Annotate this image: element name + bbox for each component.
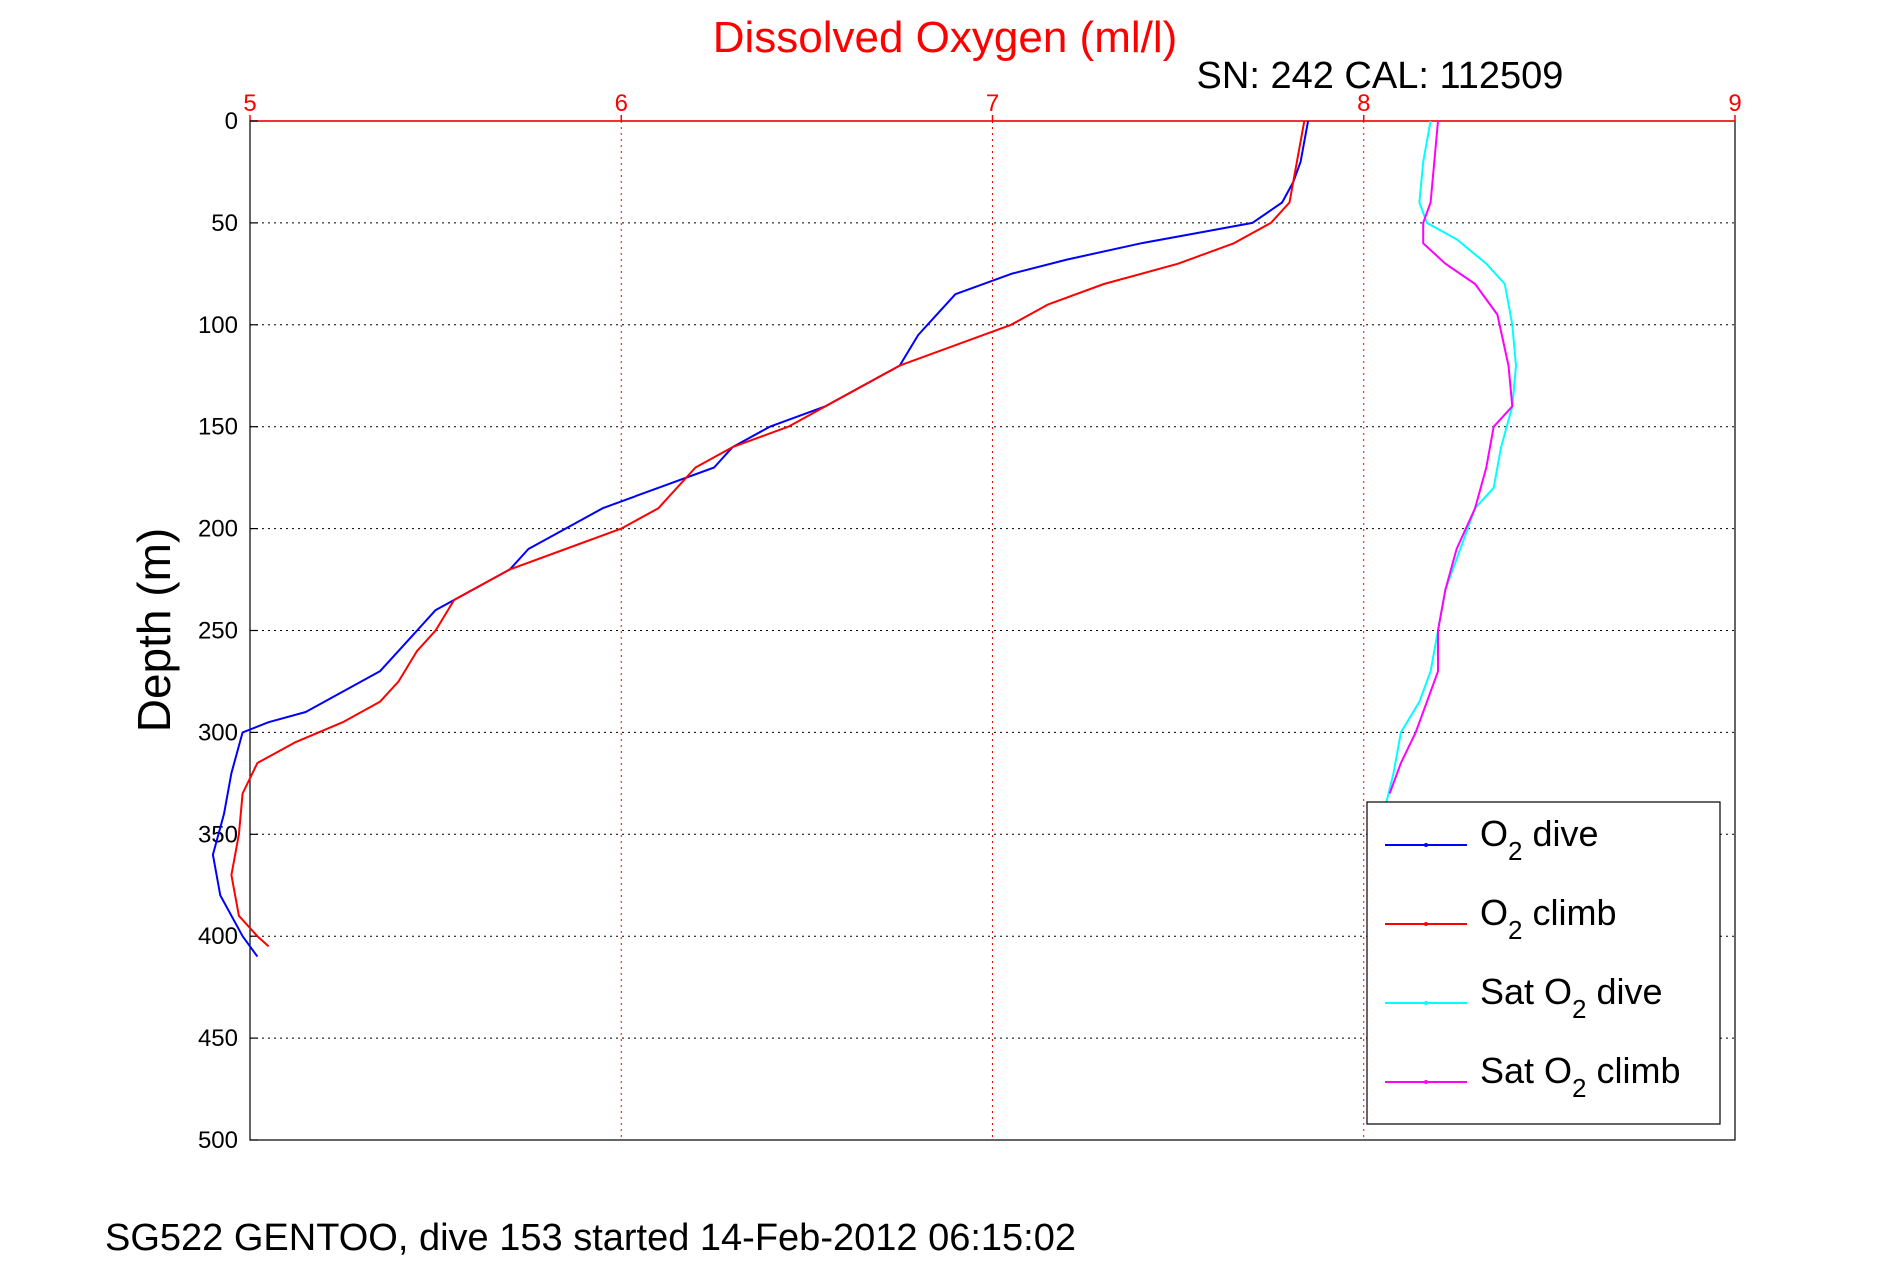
- x-tick-label: 8: [1357, 90, 1370, 117]
- series-line-dive: [211, 120, 1310, 958]
- chart-subtitle: SN: 242 CAL: 112509: [1197, 55, 1564, 97]
- legend-label-dive: O2 dive: [1480, 813, 1599, 866]
- dive-info-footer: SG522 GENTOO, dive 153 started 14-Feb-20…: [105, 1217, 1076, 1259]
- legend-marker-sat-dive: [1424, 1001, 1428, 1005]
- y-tick-label: 50: [211, 210, 238, 237]
- data-series: [211, 120, 1517, 958]
- x-tick-label: 6: [615, 90, 628, 117]
- series-line-sat-climb: [1388, 120, 1514, 794]
- x-axis-ticks: 5 6 7 8 9: [243, 90, 1742, 121]
- series-line-climb: [230, 120, 1306, 948]
- y-tick-label: 450: [198, 1025, 238, 1052]
- legend-marker-dive: [1424, 843, 1428, 847]
- legend-marker-sat-climb: [1424, 1080, 1428, 1084]
- y-tick-label: 200: [198, 516, 238, 543]
- chart-title: Dissolved Oxygen (ml/l): [713, 13, 1178, 62]
- y-tick-label: 300: [198, 719, 238, 746]
- series-line-sat-dive: [1385, 120, 1517, 804]
- y-tick-label: 150: [198, 414, 238, 441]
- legend-label-sat-dive: Sat O2 dive: [1480, 971, 1663, 1024]
- y-tick-label: 250: [198, 618, 238, 645]
- x-tick-label: 7: [986, 90, 999, 117]
- y-tick-label: 500: [198, 1127, 238, 1154]
- chart-legend: O2 dive O2 climb Sat O2 dive Sat O2 climb: [1366, 801, 1721, 1125]
- x-tick-label: 9: [1728, 90, 1741, 117]
- legend-marker-climb: [1424, 922, 1428, 926]
- y-axis-label: Depth (m): [128, 528, 180, 732]
- y-tick-label: 0: [225, 108, 238, 135]
- y-tick-label: 400: [198, 923, 238, 950]
- legend-label-sat-climb: Sat O2 climb: [1480, 1050, 1681, 1103]
- legend-label-climb: O2 climb: [1480, 892, 1617, 945]
- legend-box: [1366, 801, 1721, 1125]
- y-tick-label: 100: [198, 312, 238, 339]
- x-tick-label: 5: [243, 90, 256, 117]
